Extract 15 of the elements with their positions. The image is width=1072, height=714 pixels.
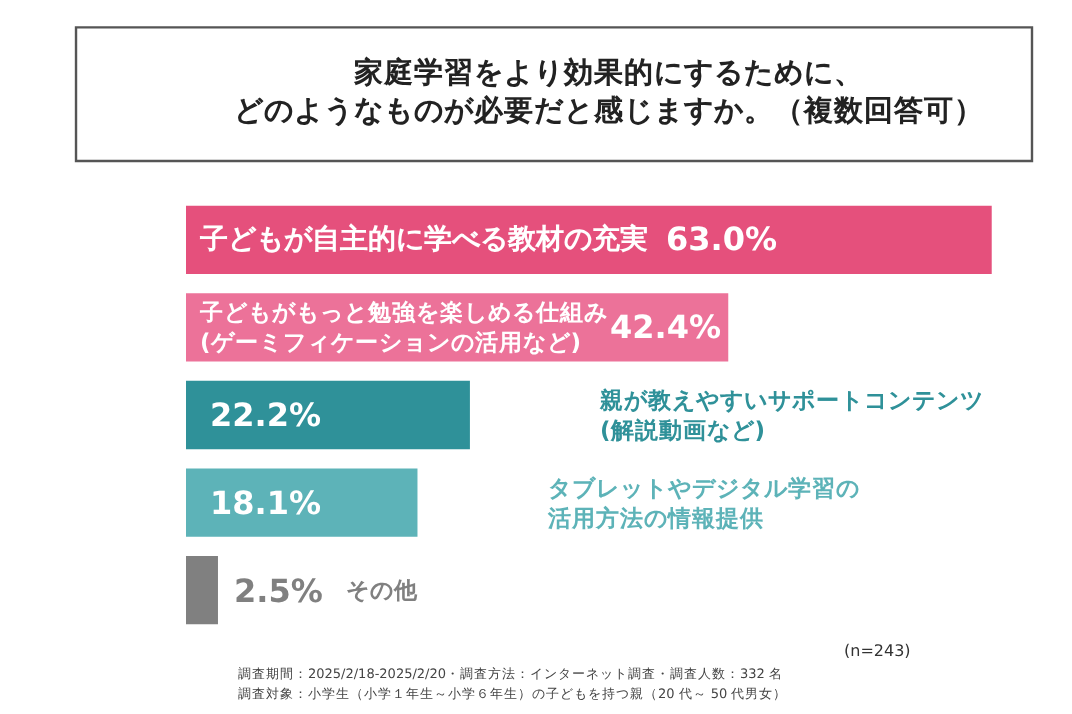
data-label: 42.4% xyxy=(610,308,722,346)
data-label: 18.1% xyxy=(210,484,322,522)
data-label: 2.5% xyxy=(234,572,323,610)
bar xyxy=(186,556,218,625)
y-tick-label: 子どもがもっと勉強を楽しめる仕組み(ゲーミフィケーションの活用など) xyxy=(198,298,608,356)
chart-title: 家庭学習をより効果的にするために、どのようなものが必要だと感じますか。（複数回答可） xyxy=(234,54,984,128)
y-tick-label: その他 xyxy=(346,576,420,604)
bar xyxy=(186,380,470,450)
text: (n=243) xyxy=(844,642,911,660)
y-tick-label: タブレットやデジタル学習の活用方法の情報提供 xyxy=(546,474,860,532)
data-label: 22.2% xyxy=(210,396,322,434)
bar xyxy=(186,468,418,537)
data-label: 63.0% xyxy=(666,220,778,258)
y-tick-label: 親が教えやすいサポートコンテンツ(解説動画など) xyxy=(598,386,984,444)
y-tick-label: 子どもが自主的に学べる教材の充実 xyxy=(198,222,648,256)
